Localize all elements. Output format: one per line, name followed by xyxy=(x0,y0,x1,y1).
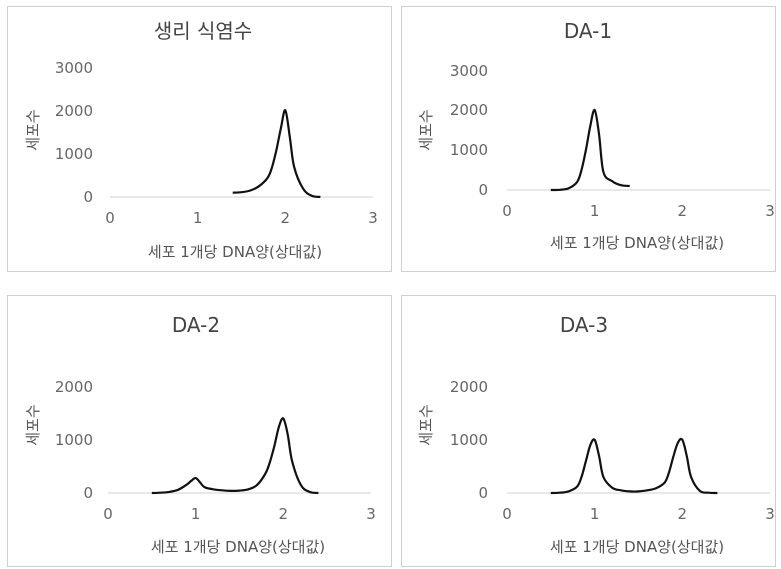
y-tick-label: 1000 xyxy=(450,431,488,449)
y-tick-label: 2000 xyxy=(450,378,488,396)
x-tick-label: 3 xyxy=(368,209,378,227)
x-axis-label: 세포 1개당 DNA양(상대값) xyxy=(151,538,325,556)
chart-title: DA-1 xyxy=(564,19,612,43)
x-tick-label: 2 xyxy=(281,209,291,227)
chart-panel-saline xyxy=(7,6,392,272)
y-axis-label: 세포수 xyxy=(417,109,435,150)
chart-title: 생리 식염수 xyxy=(154,19,252,43)
chart-saline: 생리 식염수 세포수 세포 1개당 DNA양(상대값) 0 1 2 3 0 10… xyxy=(24,19,378,261)
x-tick-label: 3 xyxy=(765,202,775,220)
y-tick-label: 3000 xyxy=(450,62,488,80)
x-axis-label: 세포 1개당 DNA양(상대값) xyxy=(550,234,724,252)
series-line xyxy=(550,108,630,192)
x-tick-label: 0 xyxy=(105,209,115,227)
y-tick-label: 0 xyxy=(83,484,93,502)
x-tick-label: 3 xyxy=(765,505,775,523)
chart-da2: DA-2 세포수 세포 1개당 DNA양(상대값) 0 1 2 3 0 1000… xyxy=(24,313,376,556)
chart-title: DA-3 xyxy=(560,313,608,337)
x-axis-label: 세포 1개당 DNA양(상대값) xyxy=(148,243,322,261)
y-tick-label: 0 xyxy=(83,188,93,206)
y-tick-label: 1000 xyxy=(450,141,488,159)
y-tick-label: 0 xyxy=(478,484,488,502)
y-tick-label: 2000 xyxy=(55,102,93,120)
y-tick-label: 1000 xyxy=(55,145,93,163)
y-axis-label: 세포수 xyxy=(24,404,42,445)
x-tick-label: 3 xyxy=(366,505,376,523)
chart-panel-da3 xyxy=(401,295,776,567)
x-tick-label: 2 xyxy=(279,505,289,523)
chart-title: DA-2 xyxy=(172,313,220,337)
chart-da3: DA-3 세포수 세포 1개당 DNA양(상대값) 0 1 2 3 0 1000… xyxy=(417,313,775,556)
x-tick-label: 0 xyxy=(502,202,512,220)
x-tick-label: 1 xyxy=(191,505,201,523)
y-tick-label: 2000 xyxy=(450,101,488,119)
chart-da1: DA-1 세포수 세포 1개당 DNA양(상대값) 0 1 2 3 0 1000… xyxy=(417,19,775,252)
series-line xyxy=(232,109,321,199)
x-tick-label: 2 xyxy=(678,202,688,220)
y-tick-label: 1000 xyxy=(55,431,93,449)
chart-panel-da2 xyxy=(7,295,392,567)
x-tick-label: 1 xyxy=(590,202,600,220)
series-line xyxy=(151,417,319,495)
x-tick-label: 0 xyxy=(103,505,113,523)
y-tick-label: 2000 xyxy=(55,378,93,396)
series-line xyxy=(550,437,718,495)
x-tick-label: 0 xyxy=(502,505,512,523)
y-tick-label: 3000 xyxy=(55,59,93,77)
x-tick-label: 2 xyxy=(678,505,688,523)
y-axis-label: 세포수 xyxy=(24,109,42,150)
y-axis-label: 세포수 xyxy=(417,404,435,445)
x-tick-label: 1 xyxy=(193,209,203,227)
x-tick-label: 1 xyxy=(590,505,600,523)
y-tick-label: 0 xyxy=(478,181,488,199)
x-axis-label: 세포 1개당 DNA양(상대값) xyxy=(550,538,724,556)
